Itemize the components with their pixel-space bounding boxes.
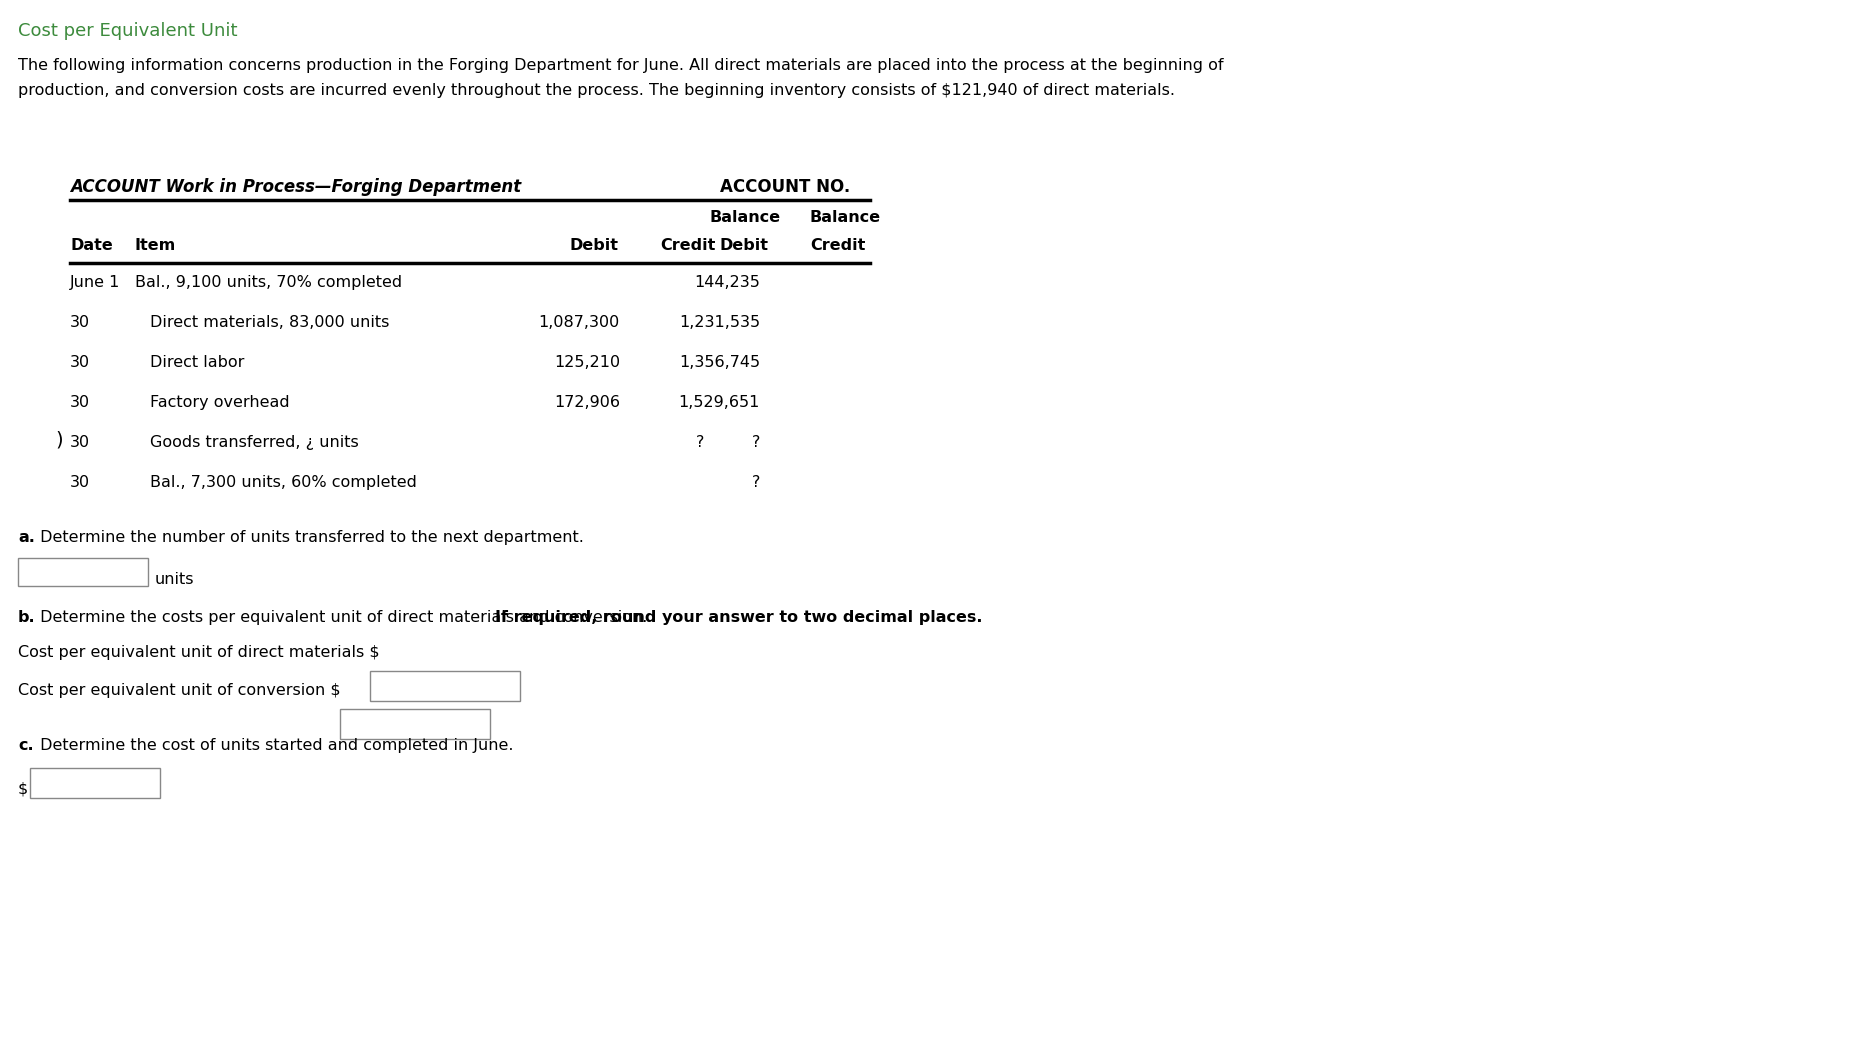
FancyBboxPatch shape [369,671,519,701]
Text: Cost per equivalent unit of direct materials $: Cost per equivalent unit of direct mater… [19,645,380,660]
Text: Balance: Balance [809,210,880,225]
Text: Bal., 9,100 units, 70% completed: Bal., 9,100 units, 70% completed [135,275,403,290]
FancyBboxPatch shape [339,709,489,739]
Text: Debit: Debit [719,238,768,253]
Text: 172,906: 172,906 [554,395,620,410]
Text: Balance: Balance [710,210,781,225]
Text: ACCOUNT Work in Process—Forging Department: ACCOUNT Work in Process—Forging Departme… [69,177,521,196]
Text: ?: ? [695,435,704,450]
Text: Determine the costs per equivalent unit of direct materials and conversion.: Determine the costs per equivalent unit … [36,610,652,625]
FancyBboxPatch shape [30,768,159,798]
Text: 30: 30 [69,355,90,370]
Text: 30: 30 [69,435,90,450]
Text: Goods transferred, ¿ units: Goods transferred, ¿ units [150,435,358,450]
Text: The following information concerns production in the Forging Department for June: The following information concerns produ… [19,58,1223,98]
Text: ACCOUNT NO.: ACCOUNT NO. [719,177,850,196]
Text: Debit: Debit [569,238,618,253]
Text: Direct materials, 83,000 units: Direct materials, 83,000 units [150,315,390,330]
Text: ?: ? [751,435,760,450]
Text: Determine the cost of units started and completed in June.: Determine the cost of units started and … [36,738,513,753]
Text: 1,231,535: 1,231,535 [678,315,760,330]
Text: c.: c. [19,738,34,753]
Text: Date: Date [69,238,112,253]
Text: Cost per Equivalent Unit: Cost per Equivalent Unit [19,22,238,40]
Text: Item: Item [135,238,176,253]
Text: ?: ? [751,475,760,490]
Text: 1,087,300: 1,087,300 [538,315,620,330]
Text: Credit: Credit [809,238,865,253]
Text: If required, round your answer to two decimal places.: If required, round your answer to two de… [494,610,981,625]
Text: 1,356,745: 1,356,745 [678,355,760,370]
Text: 30: 30 [69,315,90,330]
Text: Direct labor: Direct labor [150,355,243,370]
Text: ): ) [54,430,62,449]
Text: 125,210: 125,210 [554,355,620,370]
Text: Cost per equivalent unit of conversion $: Cost per equivalent unit of conversion $ [19,683,341,698]
Text: Bal., 7,300 units, 60% completed: Bal., 7,300 units, 60% completed [150,475,416,490]
Text: b.: b. [19,610,36,625]
Text: 30: 30 [69,475,90,490]
FancyBboxPatch shape [19,558,148,586]
Text: a.: a. [19,530,36,545]
Text: 30: 30 [69,395,90,410]
Text: Determine the number of units transferred to the next department.: Determine the number of units transferre… [36,530,584,545]
Text: Factory overhead: Factory overhead [150,395,290,410]
Text: June 1: June 1 [69,275,120,290]
Text: $: $ [19,782,28,797]
Text: units: units [155,572,195,588]
Text: 144,235: 144,235 [693,275,760,290]
Text: 1,529,651: 1,529,651 [678,395,760,410]
Text: Credit: Credit [659,238,715,253]
